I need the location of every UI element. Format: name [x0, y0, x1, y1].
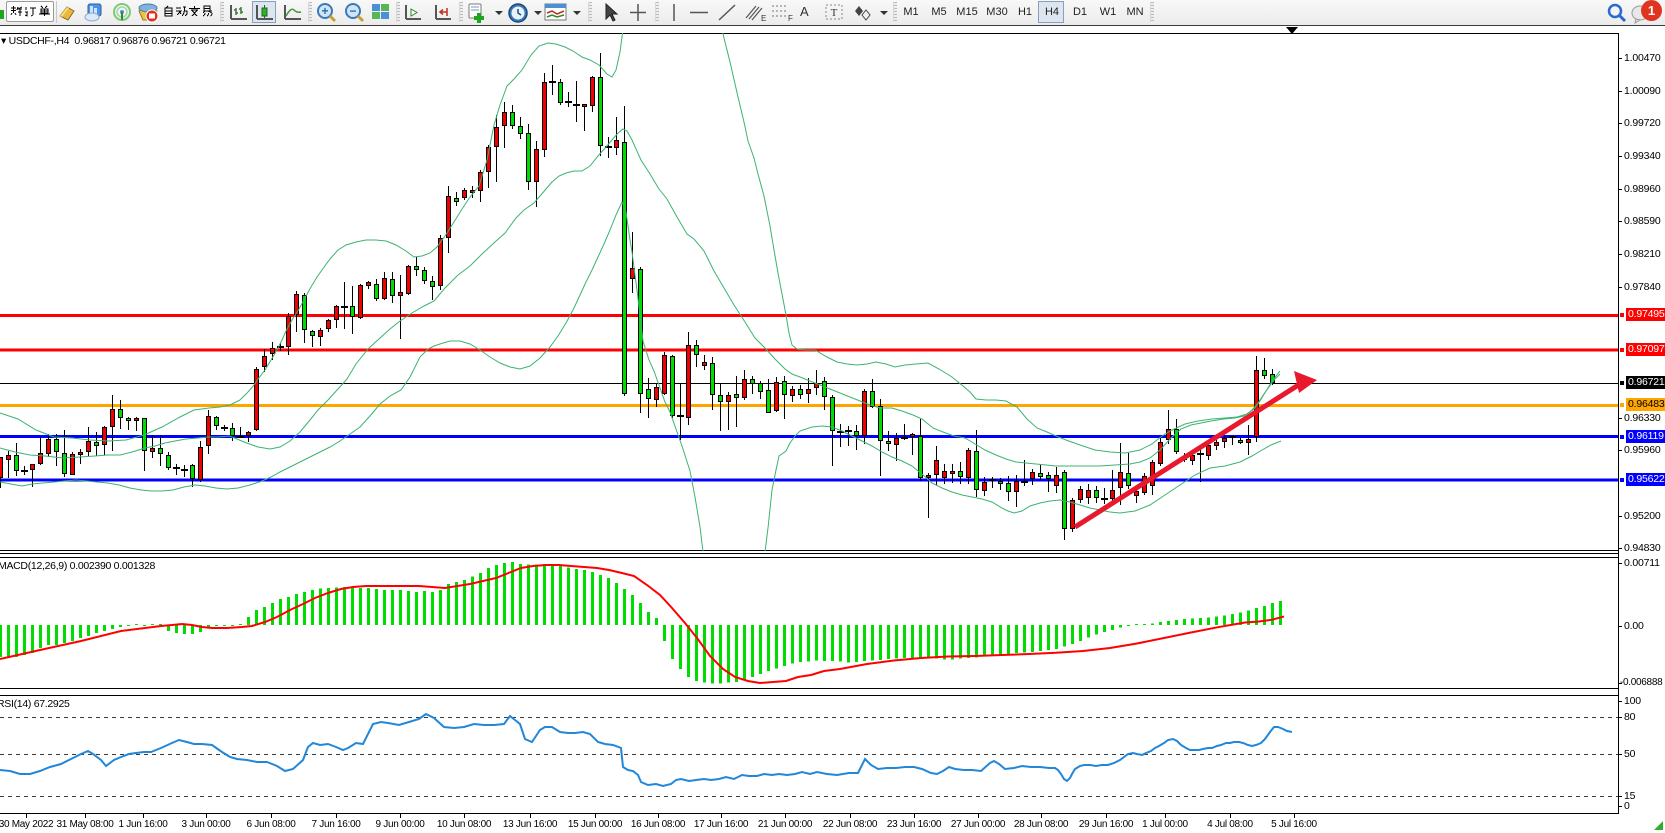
svg-text:−: −: [349, 4, 356, 18]
svg-text:F: F: [788, 14, 793, 23]
svg-text:T: T: [831, 7, 838, 19]
svg-text:+: +: [321, 4, 328, 18]
svg-text:E: E: [761, 14, 766, 23]
